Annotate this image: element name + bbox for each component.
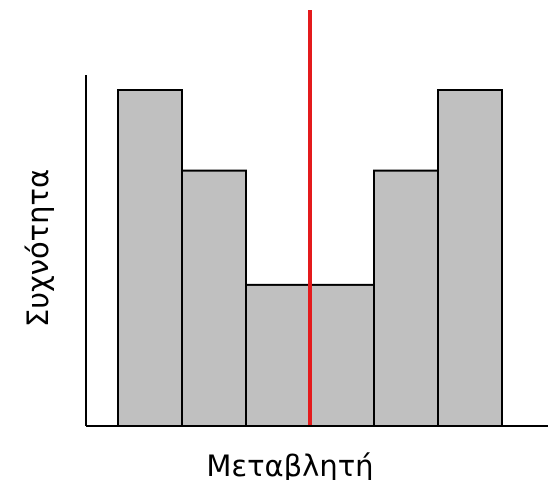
- bar-3: [245, 283, 311, 427]
- bar-5: [373, 169, 439, 427]
- bar-2: [181, 169, 247, 427]
- x-axis-title: Μεταβλητή: [206, 449, 373, 480]
- y-axis-title: Συχνότητα: [21, 169, 55, 327]
- bars-group: [117, 89, 503, 427]
- bar-4: [309, 283, 375, 427]
- bar-6: [437, 89, 503, 427]
- bar-1: [117, 89, 183, 427]
